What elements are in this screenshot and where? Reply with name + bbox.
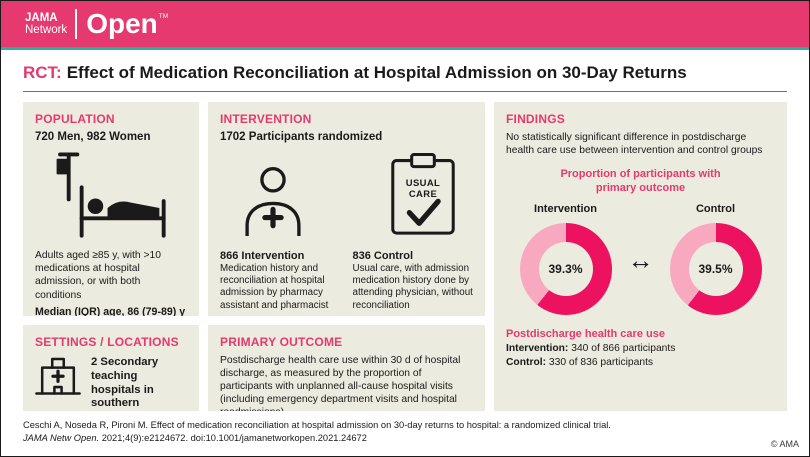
settings-heading: SETTINGS / LOCATIONS — [35, 335, 179, 349]
brand-jama-text: JAMA — [25, 11, 58, 24]
settings-body: 2 Secondary teaching hospitals in southe… — [35, 354, 187, 411]
findings-panel: FINDINGS No statistically significant di… — [494, 102, 787, 411]
primary-outcome-text: Postdischarge health care use within 30 … — [220, 355, 461, 411]
copyright-notice: © AMA — [770, 439, 799, 449]
usual-care-text-2: CARE — [409, 189, 437, 200]
usual-care-text-1: USUAL — [406, 178, 440, 189]
study-type-label: RCT: — [23, 63, 62, 82]
control-donut-group: Control 39.5% — [669, 203, 762, 316]
intervention-donut-chart: 39.3% — [519, 223, 612, 316]
usual-care-clipboard-icon: USUAL CARE — [389, 153, 457, 241]
intervention-icons: USUAL CARE — [220, 153, 473, 241]
settings-panel: SETTINGS / LOCATIONS 2 Secondary teachin… — [23, 325, 199, 411]
left-right-arrow-icon: ↔ — [627, 245, 654, 276]
jama-network-open-logo: JAMA Network Open TM — [25, 9, 168, 39]
control-arm: 836 Control Usual care, with admission m… — [353, 250, 474, 312]
findings-control-count: Control: 330 of 836 participants — [506, 357, 775, 368]
hospital-building-icon — [35, 354, 81, 401]
findings-intervention-value: 340 of 866 participants — [568, 343, 676, 355]
control-donut-chart: 39.5% — [669, 223, 762, 316]
panel-grid: POPULATION 720 Men, 982 Women Adults age… — [23, 102, 787, 411]
population-panel: POPULATION 720 Men, 982 Women Adults age… — [23, 102, 199, 316]
randomized-count: 1702 Participants randomized — [220, 131, 383, 143]
primary-outcome-heading: PRIMARY OUTCOME — [220, 335, 343, 349]
intervention-donut-value: 39.3% — [538, 242, 593, 297]
accent-bar — [1, 47, 809, 50]
findings-intervention-label: Intervention: — [506, 343, 569, 355]
citation-journal: JAMA Netw Open. — [23, 433, 100, 444]
citation-doi: 2021;4(9):e2124672. doi:10.1001/jamanetw… — [99, 433, 367, 444]
intervention-donut-group: Intervention 39.3% — [519, 203, 612, 316]
masthead: JAMA Network Open TM — [1, 1, 809, 47]
title-divider — [23, 91, 787, 92]
trial-arms: 866 Intervention Medication history and … — [220, 250, 473, 312]
intervention-arm-description: Medication history and reconciliation at… — [220, 263, 329, 311]
control-arm-n: 836 Control — [352, 250, 414, 263]
intervention-arm-n: 866 Intervention — [220, 250, 305, 263]
brand-open-word: Open — [86, 8, 158, 39]
findings-subheading: Postdischarge health care use — [506, 328, 665, 341]
donut-chart-title: Proportion of participants with primary … — [560, 167, 721, 194]
findings-heading: FINDINGS — [506, 112, 565, 126]
population-median-age: Median (IQR) age, 86 (79-89) y — [35, 305, 186, 316]
citation-line-1: Ceschi A, Noseda R, Pironi M. Effect of … — [23, 420, 611, 430]
brand-network-text: Network — [25, 24, 68, 36]
findings-control-label: Control: — [506, 357, 547, 369]
trademark-symbol: TM — [158, 13, 169, 20]
citation: Ceschi A, Noseda R, Pironi M. Effect of … — [23, 419, 787, 445]
findings-summary: No statistically significant difference … — [506, 132, 763, 157]
control-donut-label: Control — [695, 203, 736, 216]
logo-divider — [75, 9, 78, 39]
donut-chart-row: Intervention 39.3% ↔ Control 39.5% — [506, 203, 775, 316]
title-text: Effect of Medication Reconciliation at H… — [66, 63, 687, 82]
hospital-bed-icon — [54, 151, 168, 244]
settings-text: 2 Secondary teaching hospitals in southe… — [91, 356, 159, 410]
intervention-panel: INTERVENTION 1702 Participants randomize… — [208, 102, 485, 316]
findings-control-value: 330 of 836 participants — [546, 357, 654, 369]
control-donut-value: 39.5% — [688, 242, 743, 297]
brand-open-text: Open TM — [86, 10, 168, 38]
intervention-donut-label: Intervention — [534, 203, 597, 216]
page-title: RCT: Effect of Medication Reconciliation … — [1, 50, 809, 91]
population-description: Adults aged ≥85 y, with >10 medications … — [35, 250, 161, 301]
brand-stack: JAMA Network — [25, 12, 67, 37]
intervention-heading: INTERVENTION — [220, 112, 312, 126]
citation-line-2: JAMA Netw Open. 2021;4(9):e2124672. doi:… — [23, 432, 787, 445]
control-arm-description: Usual care, with admission medication hi… — [352, 263, 473, 311]
findings-intervention-count: Intervention: 340 of 866 participants — [506, 343, 775, 354]
population-heading: POPULATION — [35, 112, 115, 126]
primary-outcome-panel: PRIMARY OUTCOME Postdischarge health car… — [208, 325, 485, 411]
population-stat: 720 Men, 982 Women — [35, 131, 151, 143]
intervention-arm: 866 Intervention Medication history and … — [220, 250, 341, 312]
pharmacist-icon — [236, 165, 310, 241]
